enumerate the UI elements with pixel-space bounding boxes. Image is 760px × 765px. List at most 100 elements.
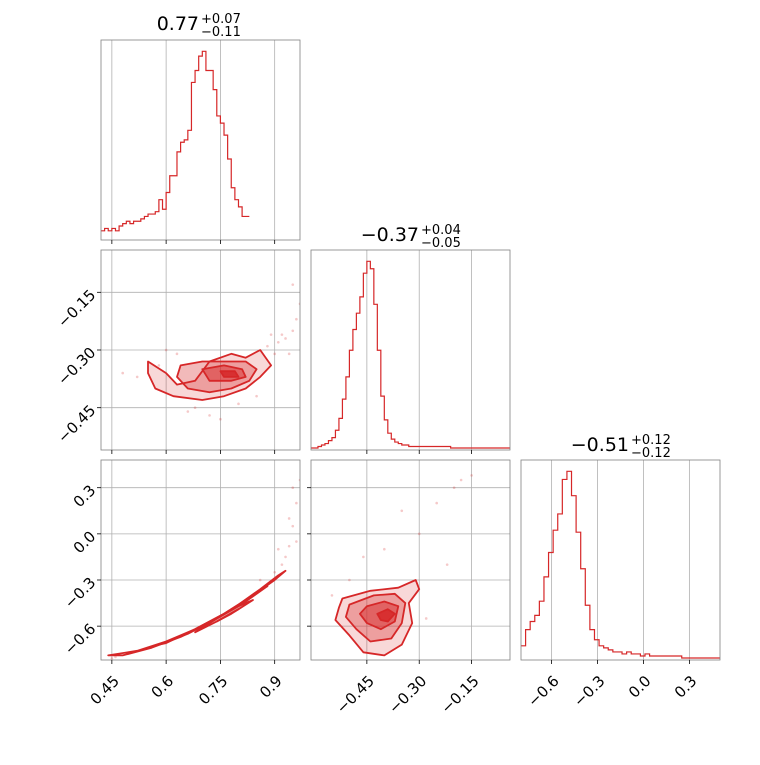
contour-2-3-point-9 xyxy=(400,509,404,513)
contour-1-3-level-1 xyxy=(107,569,287,657)
contour-2-3-point-7 xyxy=(424,617,428,620)
contour-1-2-point-16 xyxy=(237,402,240,406)
contour-1-2-point-0 xyxy=(266,344,269,348)
hist-2-steps xyxy=(311,260,510,449)
contour-2-3-point-5 xyxy=(348,578,351,582)
contour-2-3-levels xyxy=(334,579,421,657)
contour-1-2-point-3 xyxy=(291,329,295,333)
contour-1-2-point-9 xyxy=(193,406,197,409)
contour-1-2-point-10 xyxy=(208,414,211,417)
contour-1-3-scatter xyxy=(110,478,300,660)
hist-1-title-plus: +0.07 xyxy=(201,12,241,27)
contour-2-3-point-6 xyxy=(330,594,334,597)
contour-1-2-grid xyxy=(101,250,300,450)
contour-1-3-level-3 xyxy=(194,599,254,634)
contour-1-2-point-20 xyxy=(157,364,161,367)
hist-2-title-minus: −0.05 xyxy=(421,236,461,251)
contour-2-3-point-0 xyxy=(435,501,438,505)
contour-panel-1-2: −0.15 −0.30 −0.45 xyxy=(54,249,301,454)
contour-1-3-ytick-label-0: 0.3 xyxy=(70,481,100,511)
hist-3-title-value: −0.51 xyxy=(571,434,629,456)
hist-1-grid xyxy=(111,40,276,240)
contour-1-2-point-13 xyxy=(135,375,139,379)
contour-1-3-ytick-label-3: −0.6 xyxy=(61,620,99,658)
contour-1-3-point-7 xyxy=(287,517,291,520)
contour-1-2-point-2 xyxy=(284,337,287,340)
contour-1-3-xtick-label-2: 0.75 xyxy=(195,672,231,708)
contour-1-3-ytick-label-2: −0.3 xyxy=(61,574,99,612)
contour-2-3-scatter xyxy=(330,474,473,620)
hist-1-frame xyxy=(100,39,301,241)
contour-1-3-xtick-label-0: 0.45 xyxy=(87,672,123,708)
contour-1-2-point-7 xyxy=(287,352,291,356)
hist-1-title-value: 0.77 xyxy=(157,13,199,35)
contour-1-2-point-11 xyxy=(186,410,190,413)
hist-1-steps xyxy=(101,50,250,232)
contour-1-2-levels xyxy=(147,349,272,401)
contour-1-2-point-4 xyxy=(295,317,298,321)
contour-2-3-point-2 xyxy=(383,547,386,551)
contour-1-3-point-14 xyxy=(258,578,262,582)
contour-1-3-point-10 xyxy=(110,657,114,660)
contour-1-2-point-21 xyxy=(175,352,179,356)
hist-1-title-minus: −0.11 xyxy=(201,25,241,40)
contour-1-3-xtick-label-1: 0.6 xyxy=(148,672,178,702)
contour-1-3-frame xyxy=(100,459,301,661)
contour-1-2-point-1 xyxy=(276,341,280,344)
contour-1-3-levels xyxy=(107,569,287,657)
contour-1-2-point-19 xyxy=(219,417,222,421)
contour-2-3-point-4 xyxy=(445,563,449,566)
contour-1-3-point-2 xyxy=(295,501,298,505)
contour-1-3-point-3 xyxy=(291,486,295,489)
contour-2-3-point-11 xyxy=(470,474,473,477)
contour-1-2-point-17 xyxy=(291,283,295,286)
hist-3-xtick-label-2: 0.0 xyxy=(625,672,655,702)
contour-1-2-point-6 xyxy=(280,333,284,336)
contour-1-3-point-0 xyxy=(284,555,287,559)
contour-1-3-point-5 xyxy=(273,571,276,574)
hist-2-title-value: −0.37 xyxy=(361,224,419,246)
contour-1-3-point-6 xyxy=(295,540,298,543)
hist-2-grid xyxy=(366,250,472,450)
contour-1-2-ytick-label-1: −0.30 xyxy=(54,344,99,389)
contour-1-2-point-18 xyxy=(269,333,273,336)
contour-1-3-grid xyxy=(101,460,300,660)
contour-1-2-ytick-label-0: −0.15 xyxy=(54,286,99,331)
contour-1-2-point-15 xyxy=(255,394,258,398)
hist-3-xtick-label-3: 0.3 xyxy=(671,672,701,702)
hist-3-steps xyxy=(521,470,720,659)
contour-1-2-point-12 xyxy=(164,348,168,352)
hist-3-xtick-label-1: −0.3 xyxy=(570,672,608,710)
contour-2-3-xtick-label-1: −0.30 xyxy=(385,672,430,717)
hist-3-title-plus: +0.12 xyxy=(631,433,671,448)
contour-1-3-xtick-label-3: 0.9 xyxy=(256,672,286,702)
contour-1-3-point-13 xyxy=(287,544,291,548)
contour-2-3-level-4 xyxy=(376,608,396,623)
hist-3-grid xyxy=(551,460,690,660)
contour-1-3-level-4 xyxy=(215,608,240,623)
contour-1-3-point-12 xyxy=(276,547,280,551)
contour-1-3-level-2 xyxy=(158,585,269,646)
contour-1-3-ytick-label-1: 0.0 xyxy=(70,527,100,557)
contour-2-3-xtick-label-2: −0.15 xyxy=(437,672,482,717)
contour-1-3-point-1 xyxy=(291,524,295,528)
contour-2-3-point-10 xyxy=(452,486,456,489)
contour-2-3-xtick-label-0: −0.45 xyxy=(333,672,378,717)
contour-2-3-frame xyxy=(310,459,511,661)
contour-2-3-point-1 xyxy=(459,478,463,482)
hist-panel-param-1: 0.77 +0.07 −0.11 xyxy=(100,12,301,244)
hist-2-frame xyxy=(310,249,511,451)
contour-1-2-level-4 xyxy=(219,370,240,378)
hist-3-ticks: −0.6 −0.3 0.0 0.3 xyxy=(524,660,700,710)
hist-3-title-minus: −0.12 xyxy=(631,446,671,461)
contour-panel-1-3: 0.45 0.6 0.75 0.9 0.3 0.0 −0.3 −0.6 xyxy=(61,459,301,708)
hist-2-title-plus: +0.04 xyxy=(421,223,461,238)
hist-3-xtick-label-0: −0.6 xyxy=(524,672,562,710)
contour-2-3-point-8 xyxy=(362,555,365,559)
contour-1-3-point-4 xyxy=(280,563,284,566)
hist-2-ticks xyxy=(366,450,472,454)
contour-1-2-ytick-label-2: −0.45 xyxy=(54,401,99,446)
contour-2-3-point-3 xyxy=(417,532,421,536)
